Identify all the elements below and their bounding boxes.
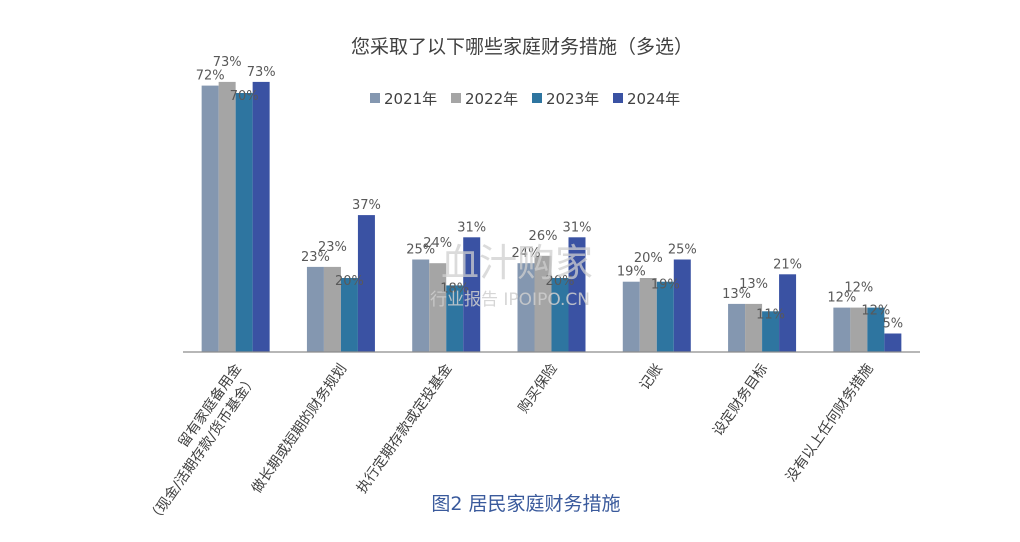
bar xyxy=(639,278,657,352)
data-label: 70% xyxy=(230,89,259,104)
category-label: 记账 xyxy=(637,361,666,393)
legend-swatch xyxy=(451,93,461,103)
watermark-sub: 行业报告 IPOIPO.CN xyxy=(430,290,590,310)
data-label: 25% xyxy=(406,243,435,258)
legend-swatch xyxy=(370,93,380,103)
category-label: 执行定期存款或定投基金 xyxy=(353,361,455,497)
data-label: 12% xyxy=(861,304,890,319)
bar xyxy=(762,311,780,352)
data-label: 20% xyxy=(335,274,364,289)
bar xyxy=(728,303,746,352)
bar xyxy=(323,266,341,352)
data-label: 37% xyxy=(352,198,381,213)
category-label-line: （现金/活期存款/货币基金） xyxy=(145,371,261,526)
data-label: 20% xyxy=(546,274,575,289)
bar xyxy=(850,307,868,352)
data-label: 19% xyxy=(617,265,646,280)
figure-caption: 图2 居民家庭财务措施 xyxy=(431,493,620,515)
bar xyxy=(429,263,447,352)
bar xyxy=(745,303,763,352)
watermark-brand: 血汁购家 xyxy=(441,241,593,285)
watermark: 血汁购家 行业报告 IPOIPO.CN xyxy=(430,241,593,310)
data-label: 13% xyxy=(739,277,768,292)
category-label-line: 没有以上任何财务措施 xyxy=(783,361,876,485)
bar xyxy=(551,278,569,352)
data-label: 12% xyxy=(827,291,856,306)
legend-label: 2021年 xyxy=(384,90,437,108)
category-label-line: 做长期或短期的财务规划 xyxy=(249,361,350,496)
bar xyxy=(357,215,375,352)
legend-label: 2022年 xyxy=(465,90,518,108)
bar xyxy=(622,281,640,352)
category-label-line: 记账 xyxy=(637,361,666,393)
bar xyxy=(446,285,464,352)
bar xyxy=(833,307,851,352)
legend-label: 2023年 xyxy=(546,90,599,108)
data-labels: 72%73%70%73%23%23%20%37%25%24%18%31%24%2… xyxy=(196,55,903,332)
data-label: 21% xyxy=(773,257,802,272)
bar xyxy=(463,237,481,352)
bar xyxy=(867,307,885,352)
bar xyxy=(884,333,902,352)
category-label-line: 设定财务目标 xyxy=(710,361,771,439)
data-label: 73% xyxy=(213,55,242,70)
data-label: 23% xyxy=(318,240,347,255)
bar xyxy=(534,255,552,352)
legend-label: 2024年 xyxy=(627,90,680,108)
bar xyxy=(340,278,358,352)
bar xyxy=(779,274,797,352)
category-label-line: 执行定期存款或定投基金 xyxy=(353,361,455,497)
category-label: 购买保险 xyxy=(516,361,561,416)
data-label: 5% xyxy=(883,317,904,332)
bar xyxy=(235,93,253,352)
bar xyxy=(306,266,324,352)
bar xyxy=(252,81,270,353)
data-label: 18% xyxy=(440,281,469,296)
bar xyxy=(568,237,586,352)
category-label: 做长期或短期的财务规划 xyxy=(249,361,350,496)
bars xyxy=(201,81,902,353)
bar xyxy=(218,81,236,353)
category-label-line: 购买保险 xyxy=(516,361,561,416)
legend-swatch xyxy=(532,93,542,103)
bar xyxy=(673,259,691,352)
bar xyxy=(517,263,535,352)
data-label: 13% xyxy=(722,287,751,302)
legend: 2021年 2022年 2023年 2024年 xyxy=(370,90,680,108)
data-label: 19% xyxy=(651,278,680,293)
bar xyxy=(412,259,430,352)
bar xyxy=(656,281,674,352)
category-label: 留有家庭备用金（现金/活期存款/货币基金） xyxy=(145,361,261,527)
legend-swatch xyxy=(613,93,623,103)
data-label: 72% xyxy=(196,69,225,84)
data-label: 31% xyxy=(457,220,486,235)
data-label: 25% xyxy=(668,243,697,258)
category-label: 设定财务目标 xyxy=(710,361,771,439)
data-label: 24% xyxy=(423,236,452,251)
bar xyxy=(201,85,219,352)
category-label: 没有以上任何财务措施 xyxy=(783,361,876,485)
data-label: 31% xyxy=(563,220,592,235)
data-label: 24% xyxy=(512,246,541,261)
chart-title: 您采取了以下哪些家庭财务措施（多选） xyxy=(351,36,693,58)
data-label: 23% xyxy=(301,250,330,265)
data-label: 11% xyxy=(756,307,785,322)
data-label: 12% xyxy=(844,281,873,296)
data-label: 20% xyxy=(634,251,663,266)
data-label: 26% xyxy=(529,229,558,244)
data-label: 73% xyxy=(247,65,276,80)
